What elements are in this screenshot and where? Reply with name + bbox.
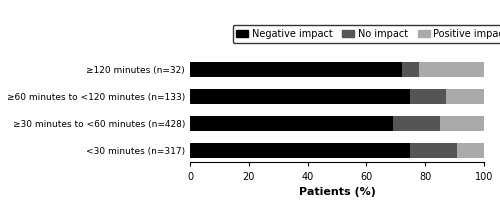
Bar [458, 143, 484, 158]
Legend: Negative impact, No impact, Positive impact: Negative impact, No impact, Positive imp… [232, 25, 500, 43]
Bar [440, 116, 484, 131]
Bar [410, 89, 446, 104]
Bar [402, 62, 419, 77]
Bar [419, 62, 484, 77]
Bar [393, 116, 440, 131]
X-axis label: Patients (%): Patients (%) [298, 187, 376, 197]
Bar [446, 89, 484, 104]
Bar [190, 116, 393, 131]
Bar [190, 89, 410, 104]
Bar [190, 62, 402, 77]
Bar [410, 143, 458, 158]
Bar [190, 143, 410, 158]
